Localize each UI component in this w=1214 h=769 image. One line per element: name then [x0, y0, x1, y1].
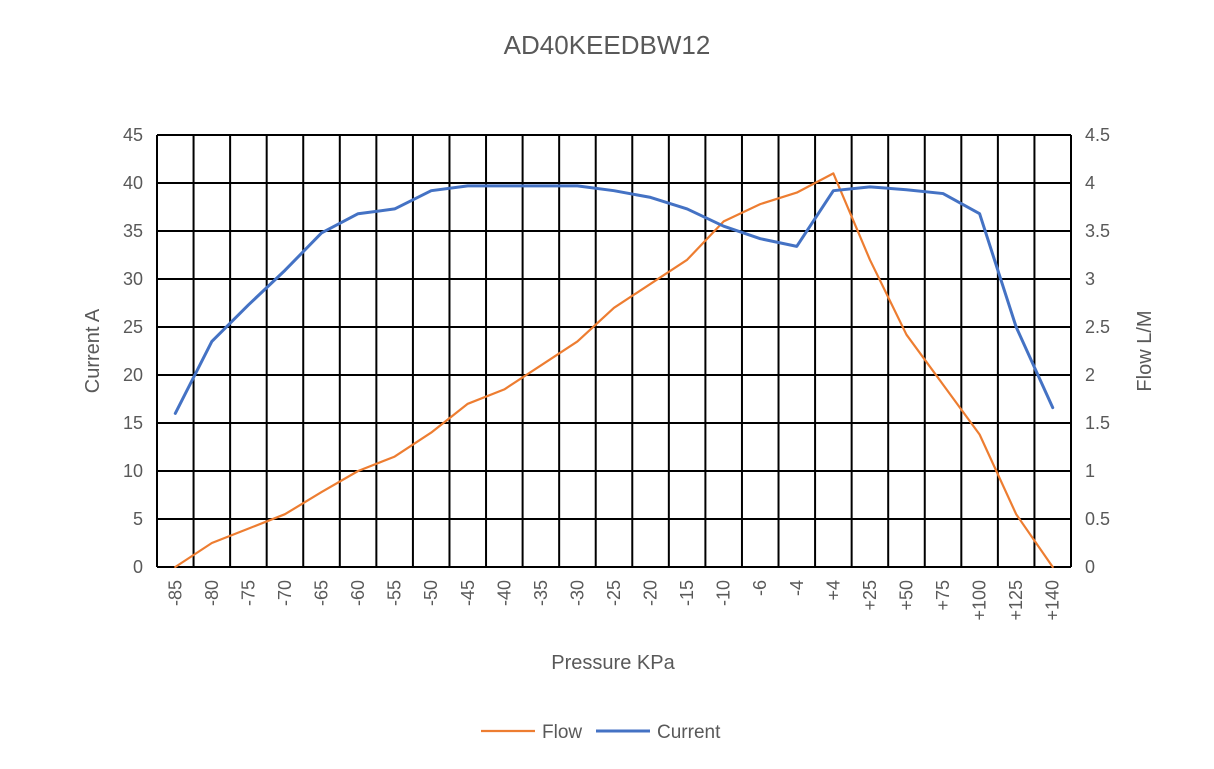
y-tick-label-left: 20 [123, 365, 143, 385]
series-line-current [173, 184, 1055, 415]
x-tick-label: -35 [531, 580, 551, 606]
y-tick-label-right: 4.5 [1085, 125, 1110, 145]
y-tick-label-left: 15 [123, 413, 143, 433]
x-tick-label: +125 [1006, 580, 1026, 621]
y-tick-label-left: 0 [133, 557, 143, 577]
legend: Flow Current [481, 722, 721, 743]
x-tick-label: +50 [896, 580, 916, 611]
y-tick-label-right: 3.5 [1085, 221, 1110, 241]
series-line-flow [174, 172, 1054, 569]
x-tick-label: -50 [421, 580, 441, 606]
left-axis-ticks: 0 5 10 15 20 25 30 35 40 45 [123, 125, 143, 577]
y-tick-label-left: 30 [123, 269, 143, 289]
y-tick-label-left: 40 [123, 173, 143, 193]
y-tick-label-right: 1 [1085, 461, 1095, 481]
x-tick-label: +25 [860, 580, 880, 611]
x-tick-label: -6 [750, 580, 770, 596]
x-axis-label: Pressure KPa [551, 652, 675, 674]
series-group [173, 172, 1055, 569]
x-axis-ticks: -85 -80 -75 -70 -65 -60 -55 -50 -45 -40 -35 -30 -25-… [165, 580, 1062, 621]
y-tick-label-left: 5 [133, 509, 143, 529]
grid [156, 134, 1072, 568]
x-tick-label: +100 [970, 580, 990, 621]
x-tick-label: -15 [677, 580, 697, 606]
x-tick-label: -40 [494, 580, 514, 606]
x-tick-label: -45 [458, 580, 478, 606]
x-tick-label: +4 [823, 580, 843, 601]
x-tick-label: -10 [714, 580, 734, 606]
y-tick-label-left: 25 [123, 317, 143, 337]
x-tick-label: +75 [933, 580, 953, 611]
x-tick-label: -25 [604, 580, 624, 606]
legend-label-current: Current [657, 722, 721, 743]
x-tick-label: -70 [275, 580, 295, 606]
x-tick-label: -80 [202, 580, 222, 606]
x-tick-label: -85 [165, 580, 185, 606]
y-tick-label-left: 35 [123, 221, 143, 241]
y-tick-label-left: 10 [123, 461, 143, 481]
y-tick-label-right: 3 [1085, 269, 1095, 289]
y-tick-label-right: 2.5 [1085, 317, 1110, 337]
y-tick-label-right: 0.5 [1085, 509, 1110, 529]
x-tick-label: -20 [641, 580, 661, 606]
x-tick-label: -65 [312, 580, 332, 606]
x-tick-label: -55 [385, 580, 405, 606]
right-axis-ticks: 0 0.5 1 1.5 2 2.5 3 3.5 4 4.5 [1085, 125, 1110, 577]
x-tick-label: -30 [567, 580, 587, 606]
y-axis-label-right: Flow L/M [1134, 310, 1156, 391]
y-axis-label-left: Current A [82, 308, 104, 393]
y-tick-label-right: 0 [1085, 557, 1095, 577]
x-tick-label: -75 [238, 580, 258, 606]
y-tick-label-right: 2 [1085, 365, 1095, 385]
y-tick-label-right: 1.5 [1085, 413, 1110, 433]
chart-title: AD40KEEDBW12 [504, 30, 711, 60]
y-tick-label-left: 45 [123, 125, 143, 145]
y-tick-label-right: 4 [1085, 173, 1095, 193]
x-tick-label: +140 [1043, 580, 1063, 621]
x-tick-label: -60 [348, 580, 368, 606]
legend-label-flow: Flow [542, 722, 582, 743]
x-tick-label: -4 [787, 580, 807, 596]
